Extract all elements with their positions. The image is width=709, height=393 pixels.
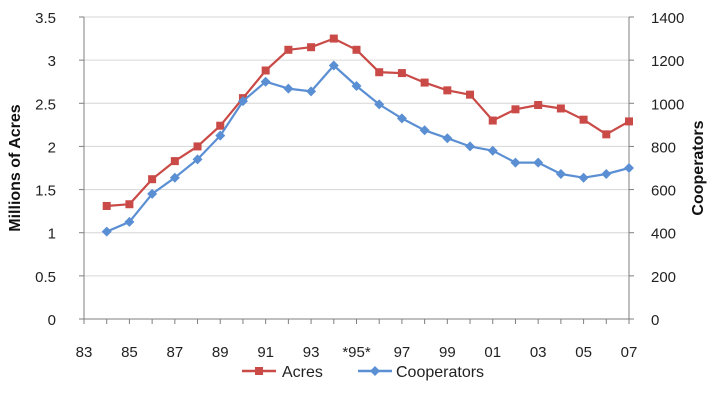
right-tick-label: 1000: [651, 96, 684, 113]
data-point-acres: [420, 78, 429, 87]
right-tick-label: 0: [651, 312, 659, 329]
data-point-acres: [602, 130, 611, 139]
data-point-acres: [534, 101, 543, 110]
x-tick-label: 99: [439, 344, 456, 361]
data-point-cooperators: [192, 154, 203, 165]
data-point-cooperators: [351, 81, 362, 92]
legend-swatch-marker: [370, 366, 380, 376]
data-point-acres: [556, 104, 565, 113]
right-tick-label: 1400: [651, 10, 684, 27]
left-tick-label: 2.5: [35, 96, 56, 113]
left-tick-label: 0.5: [35, 269, 56, 286]
x-tick-label: 03: [530, 344, 547, 361]
data-point-cooperators: [101, 226, 112, 237]
data-point-acres: [193, 142, 202, 151]
series-line-acres: [106, 37, 630, 208]
data-point-cooperators: [465, 141, 476, 152]
data-point-acres: [102, 201, 111, 210]
data-point-cooperators: [260, 76, 271, 87]
data-point-acres: [216, 121, 225, 130]
data-point-cooperators: [487, 145, 498, 156]
series-cooperators: [101, 60, 634, 237]
data-point-cooperators: [124, 216, 135, 227]
data-point-cooperators: [624, 163, 634, 173]
data-point-acres: [488, 116, 497, 125]
legend-swatch-marker: [255, 367, 263, 375]
data-point-acres: [579, 115, 588, 124]
right-tick-label: 1200: [651, 53, 684, 70]
data-point-acres: [466, 90, 475, 99]
data-point-acres: [352, 45, 361, 54]
x-tick-label: 93: [303, 344, 320, 361]
data-point-cooperators: [169, 172, 180, 183]
gridlines: [84, 16, 629, 277]
data-point-acres: [375, 68, 384, 77]
data-point-acres: [511, 105, 520, 114]
x-tick-label: 01: [484, 344, 501, 361]
left-axis-title: Millions of Acres: [7, 104, 24, 232]
series-acres: [102, 34, 633, 210]
right-tick-label: 800: [651, 139, 676, 156]
data-point-cooperators: [533, 157, 544, 168]
left-tick-label: 3.5: [35, 10, 56, 27]
data-point-acres: [625, 117, 633, 126]
data-point-cooperators: [419, 125, 430, 136]
legend-label: Cooperators: [396, 364, 484, 381]
legend: Acres Cooperators: [242, 364, 484, 381]
right-axis-title: Cooperators: [690, 120, 707, 215]
right-tick-label: 400: [651, 226, 676, 243]
x-tick-label: 05: [575, 344, 592, 361]
data-point-cooperators: [147, 188, 158, 199]
data-point-cooperators: [555, 169, 566, 180]
data-point-acres: [397, 69, 406, 78]
data-point-cooperators: [283, 83, 294, 94]
data-point-acres: [148, 175, 157, 184]
data-point-cooperators: [601, 169, 612, 180]
x-tick-label: 97: [394, 344, 411, 361]
data-point-cooperators: [215, 130, 226, 141]
left-tick-label: 0: [48, 312, 56, 329]
legend-label: Acres: [282, 364, 323, 381]
legend-item-cooperators: Cooperators: [358, 364, 484, 381]
series-line-cooperators: [106, 64, 630, 233]
data-point-cooperators: [578, 172, 589, 183]
data-point-acres: [284, 45, 293, 54]
data-point-acres: [261, 66, 270, 75]
x-tick-label: 83: [76, 344, 93, 361]
data-point-cooperators: [328, 60, 339, 71]
series-group: [101, 34, 634, 237]
x-tick-label: *95*: [342, 344, 371, 361]
x-tick-label: 91: [257, 344, 274, 361]
data-point-acres: [329, 34, 338, 43]
data-point-acres: [443, 86, 452, 95]
data-point-acres: [125, 200, 134, 209]
x-tick-label: 89: [212, 344, 229, 361]
data-point-cooperators: [306, 86, 317, 97]
x-tick-label: 87: [166, 344, 183, 361]
left-tick-label: 2: [48, 139, 56, 156]
legend-item-acres: Acres: [242, 364, 323, 381]
data-point-cooperators: [237, 96, 248, 107]
left-tick-label: 1: [48, 226, 56, 243]
left-tick-label: 1.5: [35, 183, 56, 200]
data-point-cooperators: [510, 157, 521, 168]
left-tick-label: 3: [48, 53, 56, 70]
data-point-acres: [307, 43, 316, 52]
right-tick-label: 600: [651, 183, 676, 200]
data-point-cooperators: [396, 113, 407, 124]
x-tick-label: 85: [121, 344, 138, 361]
data-point-cooperators: [374, 99, 385, 110]
data-point-acres: [170, 157, 179, 166]
data-point-cooperators: [442, 133, 453, 144]
right-tick-label: 200: [651, 269, 676, 286]
x-tick-label: 07: [621, 344, 638, 361]
